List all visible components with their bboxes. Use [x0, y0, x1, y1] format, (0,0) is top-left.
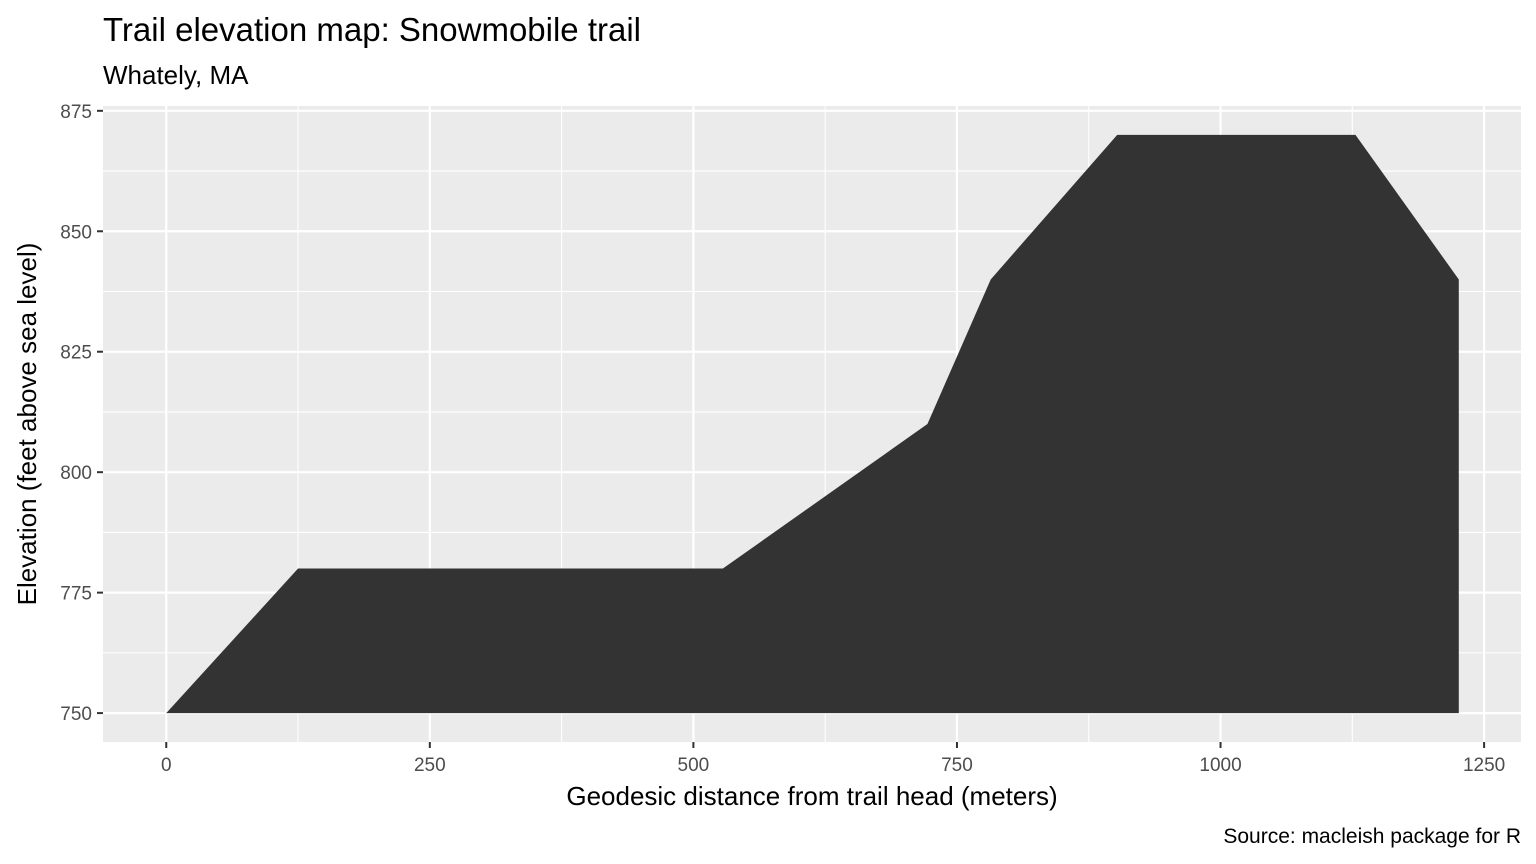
chart-caption: Source: macleish package for R	[1223, 825, 1521, 848]
y-tick-label: 775	[60, 584, 92, 605]
y-axis-label: Elevation (feet above sea level)	[12, 243, 42, 606]
y-axis: 750 775 800 825 850 875	[60, 102, 103, 725]
x-axis: 0 250 500 750 1000 1250	[161, 742, 1505, 776]
y-tick-label: 800	[60, 463, 92, 484]
x-axis-label: Geodesic distance from trail head (meter…	[566, 781, 1057, 811]
x-tick-label: 250	[414, 755, 446, 776]
x-tick-label: 1000	[1199, 755, 1241, 776]
chart-subtitle: Whately, MA	[103, 60, 249, 90]
x-tick-label: 500	[678, 755, 710, 776]
x-tick-label: 750	[941, 755, 973, 776]
chart-title: Trail elevation map: Snowmobile trail	[103, 11, 641, 48]
y-tick-label: 850	[60, 222, 92, 243]
x-tick-label: 0	[161, 755, 172, 776]
x-tick-label: 1250	[1463, 755, 1505, 776]
y-tick-label: 825	[60, 343, 92, 364]
y-tick-label: 750	[60, 704, 92, 725]
y-tick-label: 875	[60, 102, 92, 123]
